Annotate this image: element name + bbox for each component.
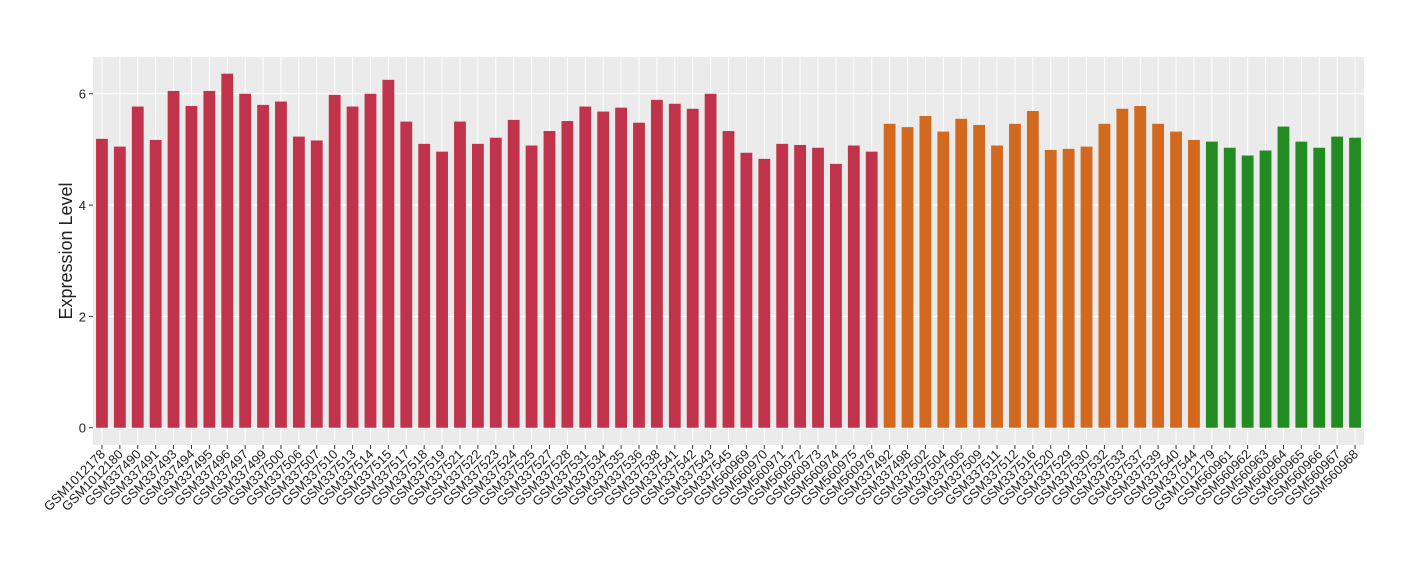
bar <box>400 121 413 428</box>
bar <box>149 139 162 428</box>
bar <box>1062 148 1075 428</box>
bar <box>436 151 448 428</box>
bar <box>292 136 305 428</box>
bar <box>597 111 610 428</box>
bar <box>1044 149 1057 428</box>
bar <box>615 107 627 428</box>
bar <box>185 105 198 428</box>
bar <box>919 116 932 428</box>
bar <box>167 90 180 428</box>
bar <box>382 79 395 428</box>
bar <box>1295 141 1308 428</box>
bar <box>812 147 824 428</box>
bar <box>1331 136 1344 428</box>
bar <box>704 93 717 428</box>
bar <box>794 144 807 428</box>
bar <box>830 163 842 428</box>
bar <box>1349 137 1361 428</box>
bar <box>1259 150 1272 428</box>
bar <box>633 122 645 428</box>
bar <box>865 151 878 428</box>
bar <box>650 99 663 428</box>
bar <box>758 158 771 428</box>
bar <box>901 127 914 428</box>
y-tick-label: 0 <box>79 421 86 436</box>
bar <box>275 101 287 428</box>
bar <box>1241 155 1254 428</box>
bar <box>525 145 538 428</box>
bar <box>1026 110 1039 428</box>
bar <box>96 138 108 428</box>
bar <box>1188 139 1200 428</box>
bar <box>1277 126 1290 428</box>
bar <box>257 104 269 428</box>
bar <box>310 140 323 428</box>
bar <box>113 146 126 428</box>
bar <box>328 94 341 428</box>
bar <box>991 145 1003 428</box>
bar <box>1098 123 1111 428</box>
bar <box>937 131 950 428</box>
y-tick-label: 2 <box>79 309 86 324</box>
bar <box>561 121 574 428</box>
bar <box>131 106 144 428</box>
bar <box>1152 123 1165 428</box>
bar <box>955 118 968 428</box>
bar <box>686 108 699 428</box>
bar <box>489 137 502 428</box>
bar <box>1223 147 1236 428</box>
bar <box>1205 141 1218 428</box>
bar <box>1170 131 1182 428</box>
y-axis-title: Expression Level <box>56 182 76 319</box>
bar <box>740 152 753 428</box>
bar <box>471 143 484 428</box>
bar <box>973 124 986 428</box>
bar <box>364 93 377 428</box>
bar <box>1313 147 1326 428</box>
bar <box>507 119 520 428</box>
bar <box>221 73 234 428</box>
y-tick-label: 4 <box>79 198 86 213</box>
bar <box>418 143 431 428</box>
bar <box>579 106 592 428</box>
bar <box>1116 108 1129 428</box>
bar <box>454 121 466 428</box>
bar <box>883 123 896 428</box>
bar <box>1009 123 1021 428</box>
bar <box>668 103 681 428</box>
y-tick-label: 6 <box>79 87 86 102</box>
bar <box>847 145 860 428</box>
bar <box>722 131 735 428</box>
bar <box>203 90 216 428</box>
bar <box>543 131 556 428</box>
bar <box>1134 105 1147 428</box>
bar <box>239 93 252 428</box>
bar <box>776 143 789 428</box>
bar <box>1080 146 1093 428</box>
bar <box>346 106 359 428</box>
